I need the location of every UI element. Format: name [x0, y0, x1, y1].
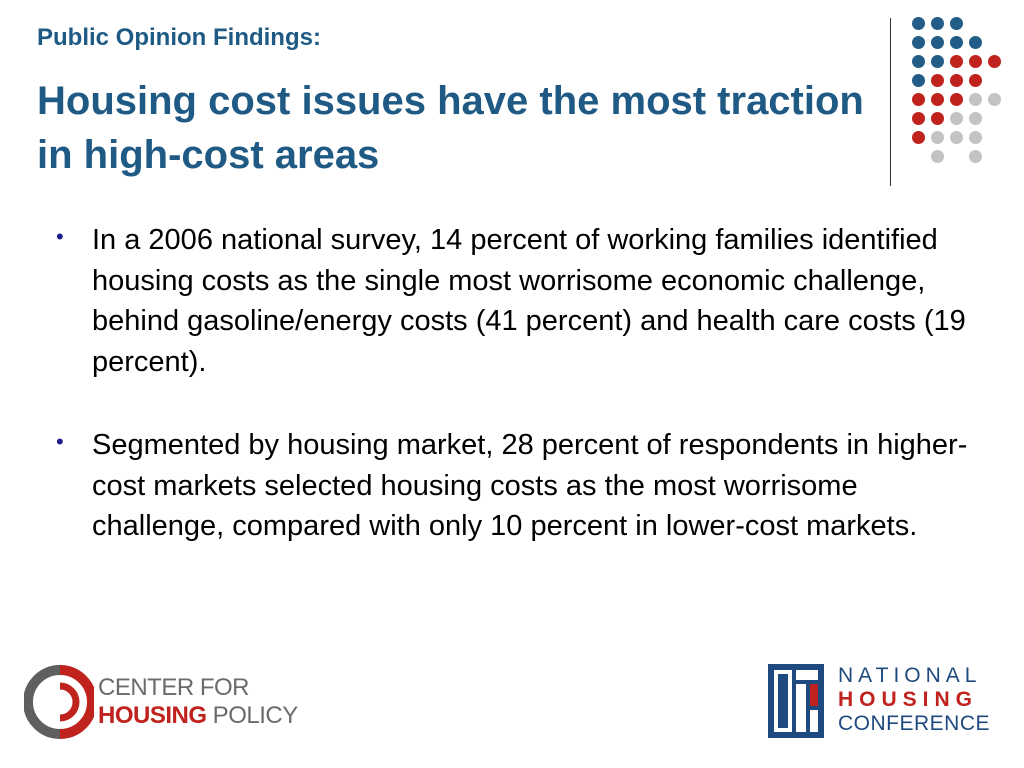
ornament-dot	[950, 93, 963, 106]
header-divider	[890, 18, 891, 186]
bullet-text: In a 2006 national survey, 14 percent of…	[92, 224, 966, 378]
bullet-list: • In a 2006 national survey, 14 percent …	[56, 220, 976, 590]
ornament-dot	[931, 150, 944, 163]
ornament-dot	[931, 93, 944, 106]
cfhp-logo-mark-icon	[24, 665, 94, 739]
ornament-dot	[912, 36, 925, 49]
ornament-dot	[912, 17, 925, 30]
ornament-dot	[931, 55, 944, 68]
slide-subtitle: Public Opinion Findings:	[37, 24, 321, 51]
cfhp-logo-housing: HOUSING	[98, 702, 207, 729]
ornament-dot	[931, 131, 944, 144]
ornament-dot	[969, 93, 982, 106]
ornament-dot	[969, 36, 982, 49]
slide-title: Housing cost issues have the most tracti…	[37, 79, 864, 177]
ornament-dot	[969, 150, 982, 163]
national-housing-conference-logo: NATIONAL HOUSING CONFERENCE	[768, 664, 998, 740]
nhc-logo-line2: HOUSING	[838, 688, 979, 711]
ornament-dot	[912, 131, 925, 144]
ornament-dot	[950, 55, 963, 68]
bullet-point-icon: •	[56, 224, 64, 249]
ornament-dot	[931, 74, 944, 87]
cfhp-logo-line1: CENTER FOR	[98, 674, 250, 701]
nhc-logo-mark-icon	[768, 664, 824, 738]
cfhp-logo-line2: HOUSING POLICY	[98, 702, 298, 730]
ornament-dot	[912, 93, 925, 106]
ornament-dot	[931, 36, 944, 49]
ornament-dot	[950, 17, 963, 30]
ornament-dot	[912, 55, 925, 68]
ornament-dot	[931, 17, 944, 30]
nhc-logo-line3: CONFERENCE	[838, 712, 991, 735]
ornament-dot	[988, 55, 1001, 68]
cfhp-logo-policy: POLICY	[206, 702, 299, 729]
ornament-dot	[950, 131, 963, 144]
ornament-dot	[912, 112, 925, 125]
center-for-housing-policy-logo: CENTER FOR HOUSING POLICY	[24, 662, 304, 746]
ornament-dot	[969, 55, 982, 68]
ornament-dot	[969, 74, 982, 87]
ornament-dot	[969, 112, 982, 125]
ornament-dot	[950, 36, 963, 49]
ornament-dot	[969, 131, 982, 144]
bullet-item: • In a 2006 national survey, 14 percent …	[56, 220, 976, 382]
ornament-dot	[950, 74, 963, 87]
ornament-dot	[950, 112, 963, 125]
nhc-logo-line1: NATIONAL	[838, 664, 982, 687]
ornament-dot	[931, 112, 944, 125]
bullet-point-icon: •	[56, 429, 64, 454]
ornament-dot	[988, 93, 1001, 106]
bullet-text: Segmented by housing market, 28 percent …	[92, 429, 968, 542]
bullet-item: • Segmented by housing market, 28 percen…	[56, 425, 976, 547]
ornament-dot	[912, 74, 925, 87]
